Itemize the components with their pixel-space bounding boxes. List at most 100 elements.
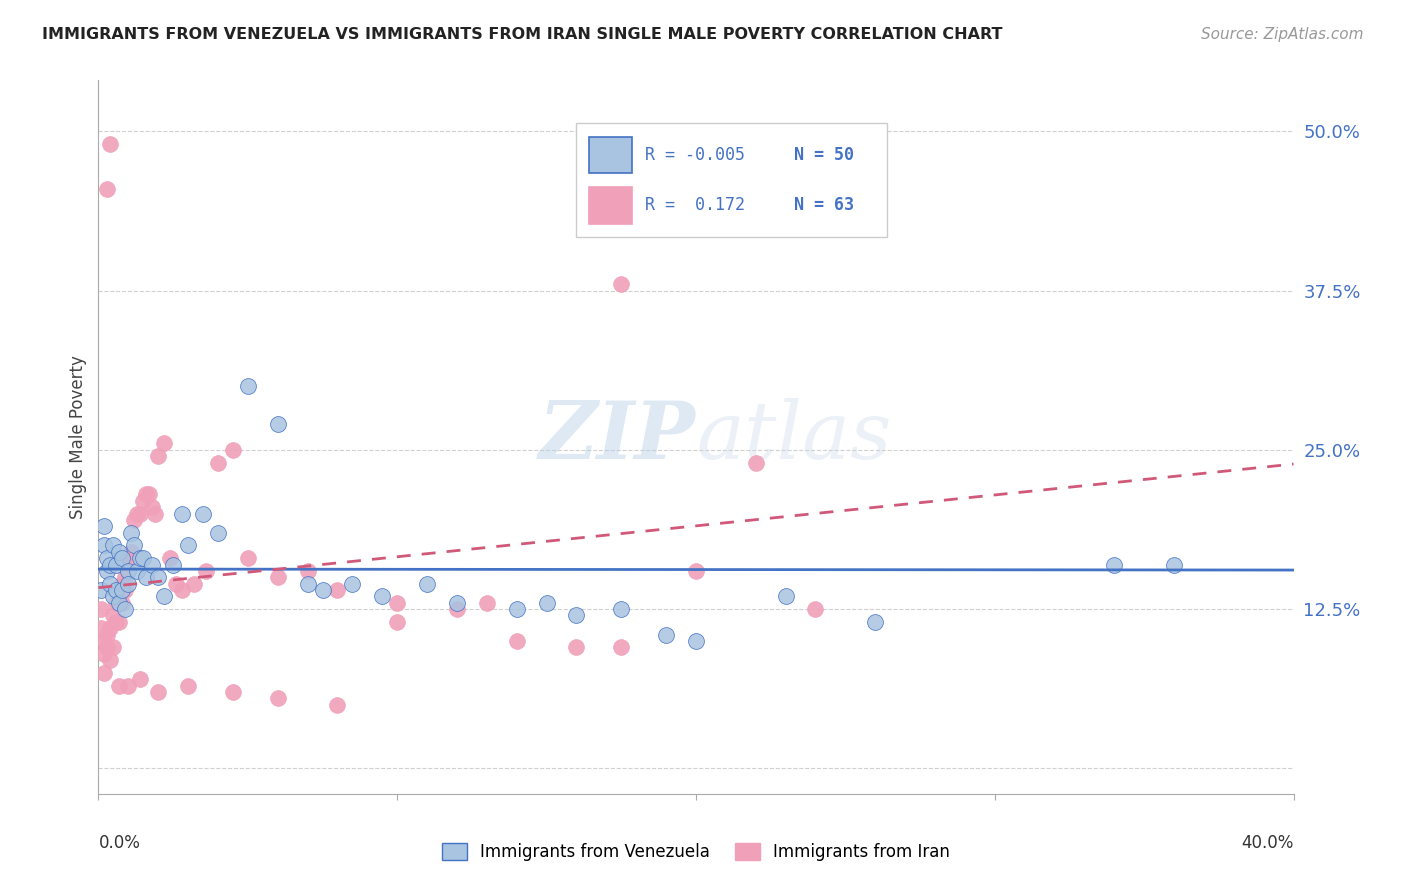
Point: [326, 698, 349, 712]
Point: [98, 576, 122, 591]
Point: [98, 558, 122, 572]
Point: [371, 590, 394, 604]
Text: ZIP: ZIP: [538, 399, 696, 475]
Point: [610, 602, 633, 616]
Point: [117, 564, 139, 578]
Point: [135, 570, 157, 584]
Point: [153, 436, 176, 450]
Point: [114, 582, 136, 597]
Point: [148, 449, 170, 463]
Point: [148, 570, 170, 584]
Point: [385, 615, 409, 629]
Point: [98, 621, 122, 635]
Point: [141, 500, 163, 515]
Point: [267, 417, 290, 432]
Point: [108, 596, 131, 610]
Point: [297, 564, 319, 578]
Point: [162, 558, 184, 572]
Point: [111, 582, 134, 597]
Point: [93, 634, 115, 648]
Point: [775, 590, 797, 604]
Point: [565, 608, 588, 623]
Point: [745, 456, 768, 470]
Point: [120, 525, 142, 540]
Point: [177, 679, 200, 693]
Point: [446, 596, 468, 610]
Text: R =  0.172: R = 0.172: [645, 196, 745, 214]
Point: [685, 634, 707, 648]
Point: [610, 277, 633, 292]
Point: [311, 582, 333, 597]
Point: [96, 551, 118, 566]
Bar: [589, 136, 633, 173]
Point: [143, 507, 166, 521]
Point: [108, 615, 131, 629]
Point: [105, 558, 128, 572]
Point: [129, 672, 152, 686]
Point: [117, 551, 139, 566]
Point: [111, 551, 134, 566]
Point: [326, 582, 349, 597]
Point: [117, 576, 139, 591]
Point: [90, 621, 112, 635]
Point: [98, 653, 122, 667]
Point: [159, 551, 181, 566]
Point: [475, 596, 498, 610]
Point: [506, 602, 529, 616]
Text: atlas: atlas: [696, 399, 891, 475]
Y-axis label: Single Male Poverty: Single Male Poverty: [69, 355, 87, 519]
Point: [165, 576, 187, 591]
Point: [120, 545, 142, 559]
Text: IMMIGRANTS FROM VENEZUELA VS IMMIGRANTS FROM IRAN SINGLE MALE POVERTY CORRELATIO: IMMIGRANTS FROM VENEZUELA VS IMMIGRANTS …: [42, 27, 1002, 42]
Point: [236, 379, 259, 393]
Point: [267, 570, 290, 584]
Point: [1163, 558, 1185, 572]
Point: [90, 602, 112, 616]
Point: [105, 615, 128, 629]
Point: [129, 551, 152, 566]
Point: [172, 507, 194, 521]
Bar: [589, 187, 633, 224]
Point: [108, 679, 131, 693]
Point: [416, 576, 439, 591]
Point: [153, 590, 176, 604]
Point: [103, 608, 125, 623]
Point: [207, 456, 229, 470]
Point: [93, 647, 115, 661]
Text: 40.0%: 40.0%: [1241, 834, 1294, 852]
Point: [96, 181, 118, 195]
Point: [132, 493, 155, 508]
Point: [132, 551, 155, 566]
Point: [148, 685, 170, 699]
Point: [98, 136, 122, 151]
Text: 0.0%: 0.0%: [98, 834, 141, 852]
Point: [90, 582, 112, 597]
Point: [177, 538, 200, 552]
Point: [103, 640, 125, 655]
Point: [222, 685, 245, 699]
Point: [506, 634, 529, 648]
Point: [103, 590, 125, 604]
Point: [446, 602, 468, 616]
Point: [865, 615, 887, 629]
Point: [1104, 558, 1126, 572]
Point: [93, 519, 115, 533]
Point: [108, 545, 131, 559]
Text: N = 50: N = 50: [794, 146, 853, 164]
Point: [93, 665, 115, 680]
Point: [124, 513, 146, 527]
Point: [129, 507, 152, 521]
Point: [342, 576, 364, 591]
Point: [96, 627, 118, 641]
Point: [105, 596, 128, 610]
Point: [93, 538, 115, 552]
Point: [114, 602, 136, 616]
Point: [297, 576, 319, 591]
FancyBboxPatch shape: [576, 123, 887, 237]
Point: [135, 487, 157, 501]
Point: [685, 564, 707, 578]
Point: [172, 582, 194, 597]
Point: [111, 576, 134, 591]
Point: [96, 640, 118, 655]
Text: N = 63: N = 63: [794, 196, 853, 214]
